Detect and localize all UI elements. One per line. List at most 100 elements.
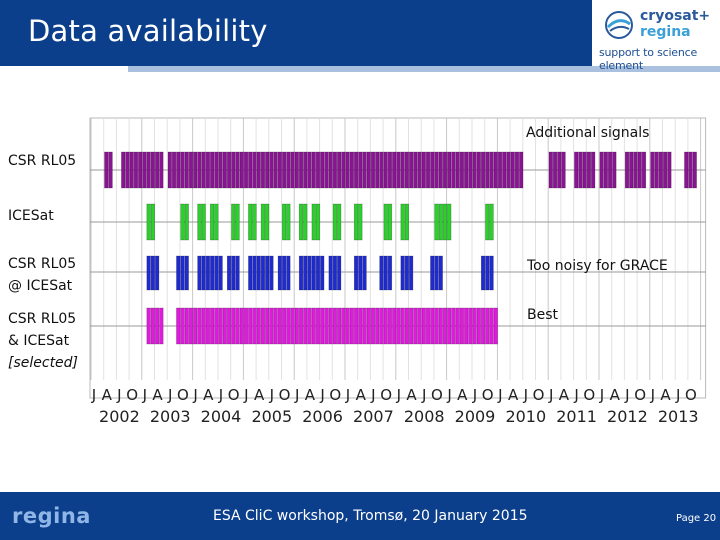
bar-segment — [210, 307, 215, 345]
bar-segment — [129, 151, 134, 189]
bar-segment — [180, 307, 185, 345]
bar-segment — [489, 151, 494, 189]
bar-segment — [320, 307, 325, 345]
row-label-csr-at-icesat: CSR RL05 @ ICESat — [8, 253, 76, 297]
bar-segment — [510, 151, 515, 189]
bar-segment — [184, 203, 189, 241]
bar-segment — [396, 307, 401, 345]
tick-label-month: J — [370, 386, 375, 404]
bar-segment — [298, 255, 304, 291]
bar-segment — [383, 203, 388, 241]
bar-segment — [387, 203, 393, 241]
bar-segment — [188, 307, 194, 345]
bar-segment — [298, 203, 304, 241]
bar-segment — [294, 151, 299, 189]
bar-segment — [438, 203, 443, 241]
bar-segment — [341, 307, 346, 345]
bar-segment — [235, 255, 240, 291]
bar-segment — [586, 151, 592, 189]
bar-segment — [392, 307, 397, 345]
bar-segment — [281, 255, 287, 291]
bar-segment — [633, 151, 638, 189]
tick-label-month: O — [329, 386, 341, 404]
bar-segment — [265, 151, 270, 189]
tick-label-month: A — [152, 386, 163, 404]
bar-segment — [180, 255, 185, 291]
bar-segment — [155, 151, 160, 189]
bar-segment — [413, 307, 418, 345]
bar-segment — [396, 151, 401, 189]
bar-segment — [193, 151, 198, 189]
tick-label-month: A — [508, 386, 519, 404]
bar-segment — [561, 151, 566, 189]
bar-segment — [637, 151, 642, 189]
bar-segment — [303, 255, 308, 291]
logo-box — [596, 4, 718, 66]
bar-segment — [337, 255, 342, 291]
bar-segment — [438, 255, 443, 291]
bar-segment — [345, 307, 350, 345]
bar-segment — [150, 151, 155, 189]
bar-segment — [485, 151, 490, 189]
bar-segment — [451, 307, 456, 345]
bar-segment — [366, 151, 371, 189]
bar-segment — [464, 151, 469, 189]
bar-segment — [201, 307, 206, 345]
bar-segment — [485, 203, 490, 241]
bar-segment — [201, 151, 206, 189]
accent-strip — [128, 66, 720, 72]
bar-segment — [167, 151, 172, 189]
bar-segment — [688, 151, 693, 189]
bar-segment — [451, 151, 456, 189]
tick-label-month: J — [599, 386, 604, 404]
bar-segment — [197, 255, 202, 291]
bar-segment — [557, 151, 562, 189]
bar-segment — [265, 203, 270, 241]
bar-segment — [193, 307, 198, 345]
bar-segment — [464, 307, 469, 345]
bar-segment — [260, 151, 266, 189]
bar-segment — [133, 151, 139, 189]
bar-segment — [430, 151, 435, 189]
row-label-line: [selected] — [8, 355, 79, 371]
bar-segment — [349, 307, 354, 345]
tick-label-month: A — [559, 386, 570, 404]
row-label-line: @ ICESat — [8, 278, 73, 294]
bar-segment — [303, 151, 308, 189]
bar-segment — [260, 255, 266, 291]
bar-segment — [400, 307, 405, 345]
bar-segment — [184, 307, 189, 345]
tick-label-year: 2010 — [505, 407, 546, 426]
bar-segment — [387, 255, 393, 291]
bar-segment — [205, 307, 211, 345]
bar-segment — [400, 203, 405, 241]
bar-segment — [641, 151, 647, 189]
tick-label-month: J — [294, 386, 299, 404]
bar-segment — [442, 151, 448, 189]
bar-segment — [328, 151, 333, 189]
bar-segment — [502, 151, 507, 189]
bar-segment — [307, 255, 312, 291]
bar-segment — [260, 307, 266, 345]
bar-segment — [629, 151, 634, 189]
bar-segment — [332, 307, 338, 345]
bar-segment — [379, 255, 384, 291]
bar-segment — [489, 255, 494, 291]
tick-label-month: J — [396, 386, 401, 404]
bar-segment — [269, 307, 274, 345]
bar-segment — [392, 151, 397, 189]
tick-label-year: 2006 — [302, 407, 343, 426]
bar-segment — [281, 203, 287, 241]
bar-segment — [155, 255, 160, 291]
bar-segment — [353, 307, 359, 345]
bar-segment — [574, 151, 579, 189]
bar-segment — [269, 151, 274, 189]
bar-segment — [176, 151, 181, 189]
bar-segment — [235, 151, 240, 189]
bar-segment — [341, 151, 346, 189]
tick-label-month: J — [142, 386, 147, 404]
cryosat-logo-icon — [605, 11, 633, 39]
bar-segment — [320, 151, 325, 189]
bar-segment — [480, 307, 486, 345]
bar-segment — [311, 307, 316, 345]
